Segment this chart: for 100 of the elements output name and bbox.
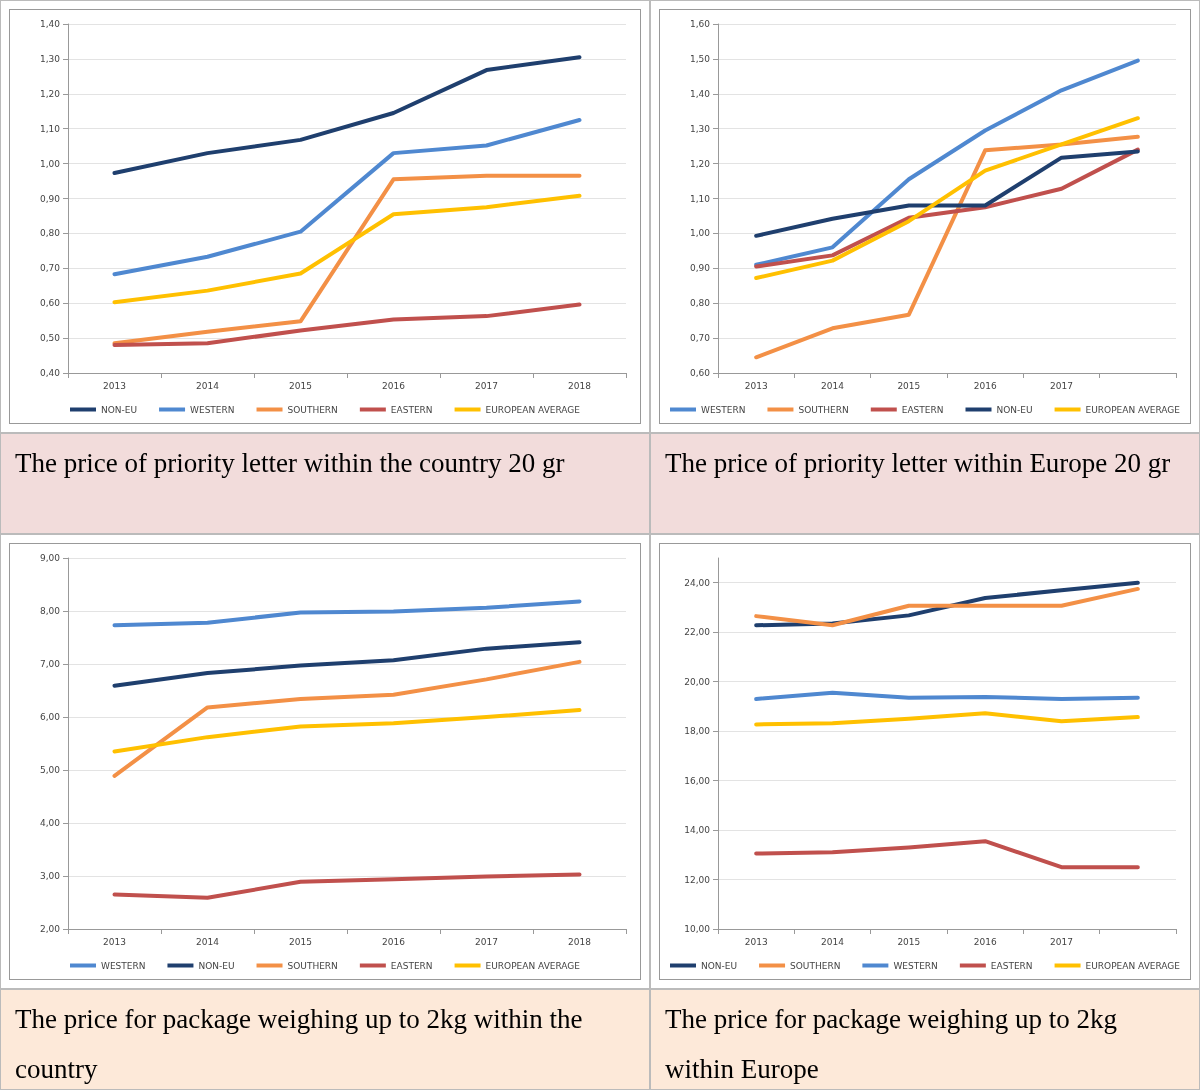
y-tick-label: 1,50	[689, 53, 711, 64]
text: The price for package weighing up to 2kg within Europe	[650, 989, 1200, 1090]
line-series	[754, 58, 1140, 267]
x-tick-label: 2015	[289, 380, 312, 391]
y-tick-label: 1,00	[689, 228, 711, 239]
x-tick-label: 2018	[568, 380, 592, 391]
legend-label: SOUTHERN	[790, 960, 841, 971]
line-series	[112, 708, 582, 754]
legend-label: NON-EU	[996, 404, 1033, 415]
y-tick-label: 18,00	[684, 726, 711, 737]
y-tick-label: 6,00	[39, 712, 61, 722]
legend-label: EASTERN	[390, 960, 433, 971]
legend-label: WESTERN	[893, 960, 938, 971]
y-tick-label: 1,20	[39, 88, 61, 99]
line-series	[754, 149, 1140, 238]
x-tick-label: 2016	[973, 380, 997, 391]
y-tick-label: 7,00	[39, 659, 61, 669]
line-series	[112, 193, 582, 305]
line-series	[112, 640, 582, 688]
legend-label: NON-EU	[100, 404, 138, 415]
x-tick-label: 2017	[1050, 936, 1073, 947]
y-tick-label: 1,10	[689, 193, 711, 204]
text: The price for package weighing up to 2kg within the country	[0, 989, 650, 1090]
x-tick-label: 2015	[289, 936, 312, 947]
y-tick-label: 24,00	[684, 577, 711, 588]
y-tick-label: 8,00	[39, 606, 61, 616]
y-tick-label: 1,20	[689, 158, 711, 169]
line-series	[754, 711, 1140, 727]
x-tick-label: 2015	[897, 936, 921, 947]
line-series	[112, 872, 582, 900]
y-tick-label: 0,60	[39, 298, 61, 309]
text: The price of priority letter within Europe 20 gr	[650, 433, 1200, 534]
line-series	[754, 116, 1140, 281]
x-tick-label: 2016	[973, 936, 997, 947]
y-tick-label: 1,40	[39, 19, 61, 29]
y-tick-label: 2,00	[39, 924, 61, 934]
legend-label: EASTERN	[901, 404, 944, 415]
y-tick-label: 12,00	[684, 874, 711, 885]
legend-label: NON-EU	[198, 960, 235, 971]
legend-label: EASTERN	[990, 960, 1033, 971]
legend-label: SOUTHERN	[287, 960, 338, 971]
legend-label: WESTERN	[100, 960, 146, 971]
legend-label: EASTERN	[390, 404, 433, 415]
y-tick-label: 1,60	[689, 19, 711, 29]
y-tick-label: 0,90	[39, 193, 61, 204]
y-tick-label: 4,00	[39, 818, 61, 828]
x-tick-label: 2018	[568, 936, 592, 947]
y-tick-label: 0,70	[689, 333, 711, 344]
x-tick-label: 2013	[103, 380, 126, 391]
y-tick-label: 1,30	[689, 123, 711, 134]
y-tick-label: 1,00	[39, 158, 61, 169]
y-tick-label: 0,70	[39, 263, 61, 274]
y-tick-label: 1,10	[39, 123, 61, 134]
y-tick-label: 9,00	[39, 553, 61, 563]
x-tick-label: 2017	[475, 380, 498, 391]
y-tick-label: 1,30	[39, 53, 61, 64]
legend-label: EUROPEAN AVERAGE	[485, 404, 581, 415]
legend-label: EUROPEAN AVERAGE	[485, 960, 581, 971]
y-tick-label: 20,00	[684, 676, 711, 687]
x-tick-label: 2014	[821, 936, 845, 947]
y-tick-label: 10,00	[684, 924, 711, 934]
x-tick-label: 2017	[1050, 380, 1073, 391]
y-tick-label: 22,00	[684, 627, 711, 638]
y-tick-label: 14,00	[684, 825, 711, 836]
x-tick-label: 2013	[103, 936, 126, 947]
x-tick-label: 2014	[196, 936, 220, 947]
x-tick-label: 2017	[475, 936, 498, 947]
y-tick-label: 0,60	[689, 368, 711, 378]
y-tick-label: 3,00	[39, 871, 61, 881]
legend-label: SOUTHERN	[287, 404, 338, 415]
x-tick-label: 2016	[382, 936, 406, 947]
y-tick-label: 0,90	[689, 263, 711, 274]
y-tick-label: 0,80	[39, 228, 61, 239]
x-tick-label: 2015	[897, 380, 921, 391]
text: The price of priority letter within the country 20 gr	[0, 433, 650, 534]
legend-label: EUROPEAN AVERAGE	[1085, 960, 1181, 971]
line-series	[754, 147, 1140, 269]
line-series	[112, 173, 582, 346]
y-tick-label: 5,00	[39, 765, 61, 775]
legend-label: NON-EU	[700, 960, 738, 971]
x-tick-label: 2014	[821, 380, 845, 391]
x-tick-label: 2014	[196, 380, 220, 391]
x-tick-label: 2016	[382, 380, 406, 391]
legend-label: WESTERN	[190, 404, 235, 415]
line-series	[112, 302, 582, 348]
y-tick-label: 0,80	[689, 298, 711, 309]
line-series	[754, 690, 1140, 701]
legend-label: EUROPEAN AVERAGE	[1085, 404, 1181, 415]
y-tick-label: 1,40	[689, 88, 711, 99]
y-tick-label: 0,40	[39, 368, 61, 378]
x-tick-label: 2013	[744, 380, 768, 391]
legend-label: WESTERN	[700, 404, 746, 415]
line-series	[112, 117, 582, 277]
legend-label: SOUTHERN	[798, 404, 849, 415]
line-series	[112, 659, 582, 778]
line-series	[754, 839, 1140, 870]
y-tick-label: 16,00	[684, 775, 711, 786]
line-series	[754, 134, 1140, 360]
line-series	[112, 55, 582, 176]
x-tick-label: 2013	[744, 936, 768, 947]
